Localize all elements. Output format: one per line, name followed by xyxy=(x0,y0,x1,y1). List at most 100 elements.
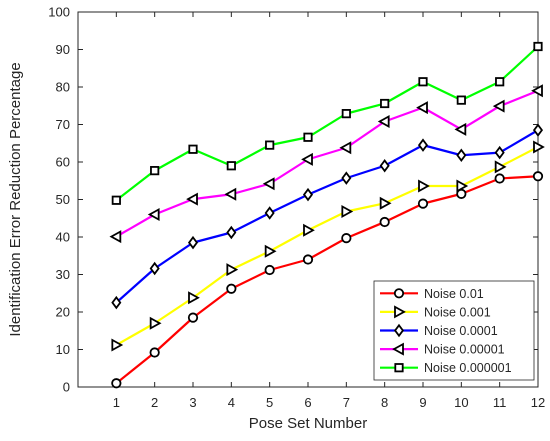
legend-entry: Noise 0.01 xyxy=(380,287,484,301)
y-tick-label: 90 xyxy=(56,42,70,57)
x-tick-label: 10 xyxy=(454,395,468,410)
data-point xyxy=(417,138,429,152)
data-point xyxy=(109,230,122,244)
data-point xyxy=(187,312,199,323)
data-point xyxy=(303,132,313,142)
data-point xyxy=(264,244,277,258)
data-point xyxy=(188,291,200,305)
x-tick-label: 7 xyxy=(343,395,350,410)
legend-label: Noise 0.000001 xyxy=(424,361,512,375)
series-line xyxy=(115,175,539,385)
series-layer xyxy=(109,41,545,389)
data-point xyxy=(418,179,430,193)
y-tick-label: 20 xyxy=(56,305,70,320)
series-5 xyxy=(111,41,543,205)
legend-label: Noise 0.0001 xyxy=(424,324,498,338)
y-tick-label: 70 xyxy=(56,117,70,132)
y-tick-label: 50 xyxy=(56,192,70,207)
data-point xyxy=(456,95,466,105)
data-point xyxy=(147,207,160,222)
data-point xyxy=(456,179,469,193)
series-line xyxy=(115,45,539,202)
data-point xyxy=(456,148,467,162)
data-point xyxy=(531,84,543,98)
y-tick-label: 10 xyxy=(56,342,70,357)
data-point xyxy=(492,99,505,113)
x-tick-label: 8 xyxy=(381,395,388,410)
legend-marker xyxy=(394,305,406,319)
data-point xyxy=(187,235,199,250)
data-point xyxy=(262,177,275,191)
data-point xyxy=(186,192,198,206)
legend-label: Noise 0.001 xyxy=(424,305,491,319)
y-tick-label: 40 xyxy=(56,230,70,245)
series-4 xyxy=(109,84,543,244)
data-point xyxy=(150,166,160,176)
data-point xyxy=(494,160,507,174)
data-point xyxy=(495,77,505,87)
x-tick-label: 5 xyxy=(266,395,273,410)
data-point xyxy=(532,123,544,137)
data-point xyxy=(226,263,239,277)
series-1 xyxy=(111,171,544,389)
data-point xyxy=(533,41,543,52)
x-tick-label: 4 xyxy=(228,395,235,410)
data-point xyxy=(303,223,315,237)
legend-entry: Noise 0.001 xyxy=(380,305,491,319)
data-point xyxy=(111,378,122,389)
data-point xyxy=(149,316,162,330)
x-axis-title: Pose Set Number xyxy=(249,415,367,432)
legend: Noise 0.01 Noise 0.001 Noise 0.0001 Noise 0… xyxy=(373,280,535,381)
data-point xyxy=(494,145,505,160)
data-point xyxy=(533,140,545,154)
legend-marker xyxy=(392,342,404,356)
data-point xyxy=(417,198,429,209)
legend-entry: Noise 0.0001 xyxy=(380,323,498,338)
data-point xyxy=(494,173,505,184)
data-point xyxy=(111,195,121,205)
legend-marker xyxy=(393,323,405,338)
data-point xyxy=(416,101,428,115)
data-point xyxy=(341,171,352,185)
data-point xyxy=(188,144,198,154)
legend-marker xyxy=(393,288,405,299)
x-tick-label: 3 xyxy=(189,395,196,410)
data-point xyxy=(377,114,390,129)
data-point xyxy=(379,196,392,210)
data-point xyxy=(226,225,237,240)
x-tick-label: 11 xyxy=(493,395,507,410)
legend-marker xyxy=(394,363,404,373)
series-3 xyxy=(111,123,544,310)
y-tick-label: 0 xyxy=(63,380,70,395)
data-point xyxy=(418,77,428,87)
y-tick-label: 30 xyxy=(56,267,70,282)
x-tick-label: 1 xyxy=(113,395,120,410)
data-point xyxy=(341,204,354,219)
data-point xyxy=(454,122,467,136)
series-line xyxy=(115,89,539,238)
data-point xyxy=(224,187,237,201)
data-point xyxy=(111,295,122,310)
data-point xyxy=(264,264,275,276)
legend-label: Noise 0.01 xyxy=(424,287,484,301)
y-axis-title: Identification Error Reduction Percentag… xyxy=(7,62,24,336)
y-tick-label: 60 xyxy=(56,155,70,170)
y-tick-label: 100 xyxy=(48,5,70,20)
data-point xyxy=(111,338,124,352)
data-point xyxy=(226,283,237,294)
data-point xyxy=(226,161,236,171)
data-point xyxy=(339,141,352,155)
legend-label: Noise 0.00001 xyxy=(424,343,505,357)
x-tick-label: 9 xyxy=(419,395,426,410)
data-point xyxy=(379,216,390,228)
legend-entry: Noise 0.00001 xyxy=(380,342,505,357)
data-point xyxy=(264,206,275,220)
data-point xyxy=(379,159,390,173)
data-point xyxy=(265,140,275,150)
x-tick-label: 6 xyxy=(304,395,311,410)
data-point xyxy=(341,233,352,244)
series-line xyxy=(115,129,539,304)
